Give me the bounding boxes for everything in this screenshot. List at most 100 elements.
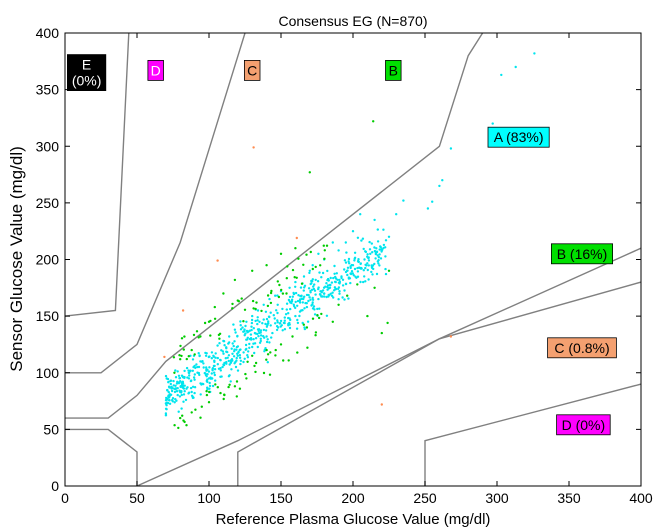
data-point-zone-a	[426, 207, 430, 210]
data-point-zone-a	[351, 230, 355, 233]
data-point-zone-a	[256, 316, 259, 319]
data-point-zone-a	[288, 286, 291, 289]
data-point-zone-a	[271, 331, 274, 335]
data-point-zone-a	[174, 384, 177, 387]
data-point-zone-b	[306, 346, 309, 349]
data-point-zone-b	[296, 351, 299, 354]
data-point-zone-a	[318, 307, 321, 310]
data-point-zone-a	[213, 373, 216, 377]
zone-label-text: E	[82, 57, 91, 73]
data-point-zone-a	[176, 387, 179, 390]
zone-label-box	[547, 337, 617, 359]
data-point-zone-a	[366, 255, 369, 258]
data-point-zone-a	[370, 242, 373, 245]
data-point-zone-a	[312, 305, 316, 308]
data-point-zone-a	[206, 378, 209, 381]
data-point-zone-a	[343, 268, 346, 271]
data-point-zone-a	[349, 272, 352, 275]
data-point-zone-a	[346, 273, 349, 277]
data-point-zone-a	[184, 398, 188, 402]
data-point-zone-a	[238, 354, 242, 357]
data-point-zone-a	[347, 297, 350, 300]
data-point-zone-a	[294, 291, 298, 295]
data-point-zone-a	[395, 213, 398, 216]
data-point-zone-b	[373, 286, 376, 289]
data-point-zone-a	[170, 389, 174, 393]
data-point-zone-a	[254, 337, 258, 340]
data-point-zone-a	[359, 280, 362, 284]
data-point-zone-a	[449, 147, 453, 150]
data-point-zone-a	[256, 319, 259, 322]
data-point-zone-a	[276, 294, 279, 297]
data-point-zone-a	[431, 200, 434, 203]
data-point-zone-a	[168, 393, 172, 396]
data-point-zone-a	[189, 386, 193, 390]
data-point-zone-a	[250, 321, 254, 325]
data-point-zone-a	[231, 342, 234, 345]
data-point-zone-a	[283, 321, 286, 325]
data-point-zone-a	[364, 266, 367, 270]
data-point-zone-a	[402, 199, 405, 202]
data-point-zone-a	[239, 320, 242, 323]
data-point-zone-a	[378, 253, 381, 256]
data-point-zone-a	[368, 248, 372, 251]
data-point-zone-a	[174, 376, 178, 379]
data-point-zone-a	[303, 327, 307, 331]
data-point-zone-a	[356, 259, 360, 263]
data-point-zone-b	[242, 320, 245, 323]
x-tick-label: 350	[557, 490, 581, 506]
data-point-zone-b	[219, 391, 222, 395]
data-point-zone-a	[313, 313, 317, 316]
data-point-zone-a	[268, 341, 271, 344]
data-point-zone-a	[324, 285, 327, 288]
zone-label-box	[487, 126, 550, 148]
data-point-zone-b	[192, 333, 196, 337]
data-point-zone-a	[289, 307, 292, 311]
data-points	[163, 52, 536, 430]
data-point-zone-b	[308, 171, 311, 174]
data-point-zone-b	[277, 295, 281, 299]
zone-boundary-line	[424, 383, 641, 486]
data-point-zone-a	[313, 289, 317, 292]
data-point-zone-a	[210, 372, 213, 375]
data-point-zone-a	[310, 288, 314, 291]
data-point-zone-b	[228, 383, 231, 386]
data-point-zone-a	[378, 264, 381, 267]
data-point-zone-b	[266, 304, 270, 308]
data-point-zone-b	[380, 331, 383, 335]
data-point-zone-a	[364, 263, 367, 266]
data-point-zone-b	[266, 353, 270, 356]
data-point-zone-a	[214, 379, 217, 382]
data-point-zone-a	[218, 342, 221, 345]
data-point-zone-a	[179, 380, 182, 383]
data-point-zone-a	[344, 261, 348, 264]
data-point-zone-a	[330, 294, 334, 297]
data-point-zone-b	[179, 344, 182, 348]
data-point-zone-b	[179, 416, 182, 420]
data-point-zone-a	[274, 294, 277, 297]
data-point-zone-a	[283, 319, 286, 322]
y-axis-ticks: 0 50 100 150 200 250 300 350 400	[36, 25, 641, 494]
data-point-zone-a	[345, 251, 348, 254]
data-point-zone-a	[261, 322, 264, 325]
data-point-zone-a	[296, 318, 299, 322]
data-point-zone-a	[200, 383, 203, 386]
data-point-zone-b	[311, 267, 314, 271]
data-point-zone-a	[317, 297, 320, 301]
zone-label-text: B (16%)	[557, 246, 608, 262]
data-point-zone-a	[246, 354, 249, 357]
data-point-zone-a	[319, 293, 322, 297]
data-point-zone-b	[291, 335, 294, 338]
y-tick-label: 50	[43, 421, 59, 437]
data-point-zone-a	[283, 316, 286, 319]
data-point-zone-b	[346, 294, 349, 297]
data-point-zone-a	[174, 369, 177, 372]
data-point-zone-a	[377, 259, 380, 262]
data-point-zone-c	[295, 236, 298, 240]
data-point-zone-a	[491, 122, 494, 125]
x-tick-label: 400	[629, 490, 653, 506]
data-point-zone-b	[208, 390, 211, 394]
data-point-zone-a	[248, 342, 251, 346]
data-point-zone-b	[269, 351, 272, 354]
data-point-zone-a	[193, 386, 197, 389]
